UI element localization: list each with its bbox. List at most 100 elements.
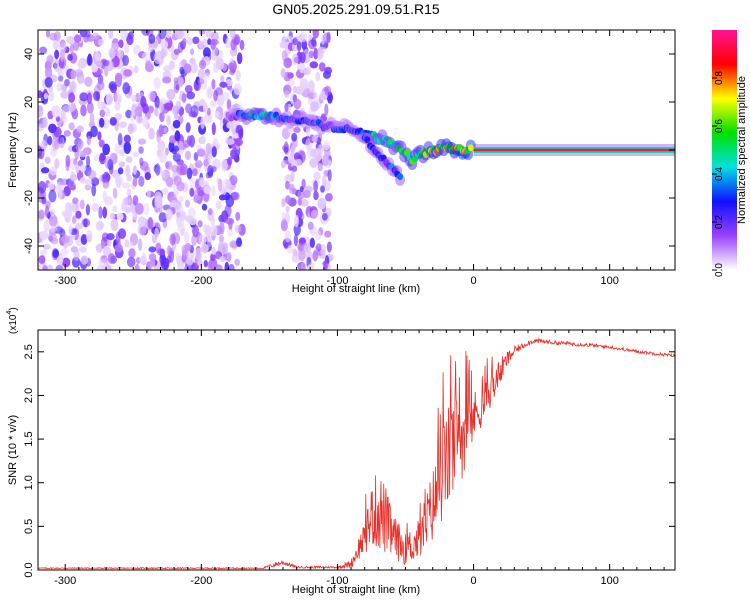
colorbar-tick-label: 0.4 (714, 167, 725, 181)
noise-blob (75, 164, 80, 174)
noise-blob (44, 66, 53, 79)
noise-blob (234, 224, 242, 233)
noise-blob (186, 37, 193, 46)
snr-marks (38, 337, 675, 570)
noise-blob (207, 164, 214, 177)
noise-blob (63, 130, 71, 137)
noise-blob (39, 46, 48, 55)
noise-blob (38, 105, 44, 118)
noise-blob (104, 107, 111, 117)
noise-blob (97, 38, 105, 46)
noise-blob (181, 92, 187, 103)
noise-blob (217, 178, 223, 192)
noise-blob (64, 78, 70, 87)
noise-blob (124, 43, 130, 54)
noise-blob (160, 39, 169, 50)
noise-blob (293, 214, 299, 228)
noise-blob (54, 158, 60, 170)
noise-blob (199, 135, 206, 145)
noise-blob (203, 185, 212, 195)
noise-blob (168, 60, 176, 70)
spectrogram-x-ticks: -300 -200 -100 0 100 (54, 30, 665, 287)
noise-blob (105, 93, 113, 106)
noise-blob (110, 42, 119, 51)
signal-core (467, 144, 474, 152)
noise-blob (302, 242, 308, 253)
noise-blob (52, 249, 60, 259)
noise-blob (317, 162, 323, 172)
noise-blob (147, 217, 154, 230)
noise-blob (154, 107, 159, 117)
noise-blob (203, 102, 208, 114)
noise-blob (213, 89, 218, 102)
noise-blob (280, 68, 286, 78)
noise-blob (162, 76, 172, 84)
noise-blob (86, 101, 94, 114)
noise-blob (228, 62, 235, 71)
noise-blob (128, 248, 136, 259)
noise-blob (228, 263, 235, 270)
noise-blob (100, 240, 105, 249)
noise-blob (299, 199, 309, 207)
x-tick-label: 0 (470, 275, 476, 287)
noise-blob (192, 36, 200, 45)
noise-blob (154, 163, 161, 176)
noise-blob (48, 123, 57, 134)
y-tick-label: 2.5 (23, 344, 35, 359)
noise-blob (72, 41, 80, 52)
noise-blob (68, 122, 75, 131)
noise-blob (118, 39, 124, 49)
noise-blob (48, 235, 54, 242)
noise-blob (137, 238, 143, 252)
noise-blob (141, 252, 147, 263)
noise-blob (186, 135, 193, 146)
noise-blob (181, 249, 188, 261)
noise-blob (84, 76, 93, 87)
noise-blob (68, 92, 76, 103)
noise-blob (165, 160, 173, 170)
noise-blob (125, 164, 131, 178)
noise-blob (281, 198, 286, 207)
noise-blob (176, 163, 185, 176)
noise-blob (148, 246, 157, 253)
y-tick-label: 0.5 (23, 519, 35, 534)
noise-blob (58, 56, 67, 70)
noise-blob (110, 83, 118, 94)
noise-blob (44, 77, 53, 88)
noise-blob (290, 146, 296, 153)
noise-blob (324, 85, 332, 96)
spectrogram-y-ticks: -40 -20 0 20 40 (23, 48, 675, 254)
noise-blob (164, 102, 173, 111)
noise-blob (67, 181, 76, 190)
noise-blob (197, 220, 203, 228)
noise-blob (133, 44, 141, 56)
noise-blob (237, 129, 244, 139)
noise-blob (186, 91, 195, 100)
noise-blob (102, 143, 111, 156)
noise-blob (136, 116, 144, 124)
noise-blob (60, 234, 70, 244)
noise-blob (79, 30, 88, 38)
noise-blob (326, 31, 331, 44)
x-tick-label: 0 (470, 575, 476, 587)
noise-blob (120, 30, 128, 41)
noise-blob (49, 32, 58, 41)
colorbar-label: Normalized spectral amplitude (736, 76, 748, 224)
noise-blob (80, 234, 88, 245)
noise-blob (315, 230, 322, 241)
noise-blob (75, 210, 82, 219)
snr-y-ticks: 0.0 0.5 1.0 1.5 2.0 2.5 (23, 344, 675, 578)
noise-blob (198, 59, 207, 70)
noise-blob (287, 244, 293, 254)
noise-blob (211, 78, 216, 91)
noise-blob (98, 139, 105, 148)
noise-blob (224, 261, 230, 270)
noise-blob (186, 257, 194, 266)
noise-blob (299, 185, 304, 193)
noise-blob (309, 237, 315, 249)
noise-blob (49, 166, 58, 176)
noise-blob (86, 30, 91, 38)
noise-blob (70, 69, 77, 80)
snr-panel: -300 -200 -100 0 100 0.0 0.5 1.0 1.5 2.0 2.5 Heig… (6, 307, 676, 596)
noise-blob (99, 109, 106, 118)
